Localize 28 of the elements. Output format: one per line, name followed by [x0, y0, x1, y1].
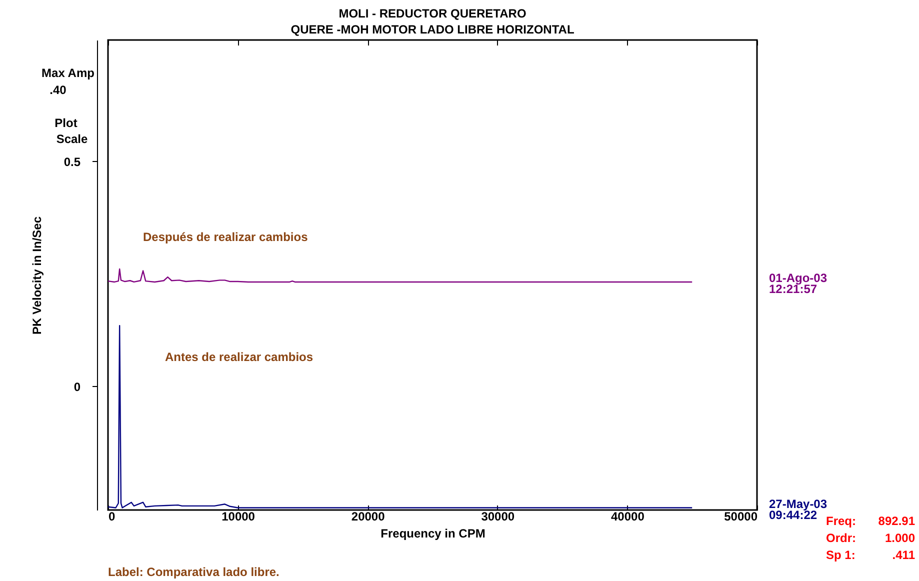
- text: Max Amp: [42, 66, 94, 80]
- x-tick-label: 20000: [351, 510, 386, 524]
- text: Plot: [54, 116, 78, 130]
- chart-title: MOLI - REDUCTOR QUERETARO: [338, 6, 526, 20]
- text: Freq:: [826, 514, 856, 528]
- annotation: Después de realizar cambios: [143, 230, 308, 244]
- line-series: [108, 325, 693, 508]
- text: .40: [50, 83, 67, 97]
- text: 1.000: [884, 531, 916, 545]
- x-tick-label: 10000: [222, 510, 256, 524]
- x-tick-label: 30000: [481, 510, 515, 524]
- text: 892.91: [878, 514, 916, 528]
- text: 01-Ago-03 12:21:57: [769, 270, 828, 296]
- text: Ordr:: [826, 531, 856, 545]
- y-tick-label: 0.5: [64, 154, 81, 169]
- chart-subtitle: QUERE -MOH MOTOR LADO LIBRE HORIZONTAL: [290, 22, 574, 36]
- x-tick-label: 50000: [724, 510, 758, 524]
- annotation: Antes de realizar cambios: [165, 350, 314, 364]
- y-axis-title: PK Velocity in In/Sec: [30, 216, 44, 335]
- x-tick-label: 40000: [611, 510, 645, 524]
- text: 27-May-03 09:44:22: [769, 496, 828, 522]
- x-tick-label: 0: [108, 510, 116, 524]
- text: .411: [892, 548, 916, 562]
- text: Scale: [56, 132, 88, 146]
- line-series: [108, 268, 693, 283]
- text: Label: Comparativa lado libre.: [108, 565, 280, 579]
- x-axis-title: Frequency in CPM: [380, 526, 486, 540]
- text: Sp 1:: [826, 548, 856, 562]
